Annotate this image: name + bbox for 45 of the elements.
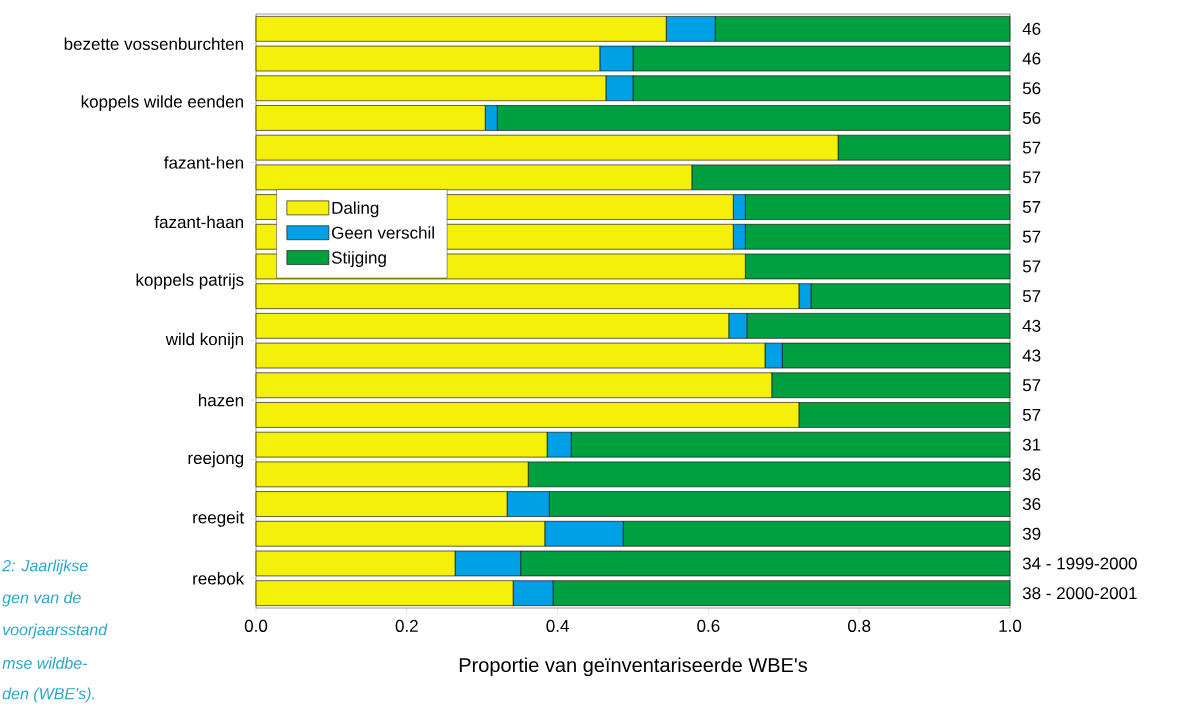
text: gen van de [2, 591, 81, 607]
y-tick-label: hazen [198, 393, 244, 407]
text: 34 - 1999-2000 [1022, 557, 1137, 570]
text: 2: Jaarlijkse [2, 559, 88, 575]
y-tick-label: reejong [188, 451, 244, 468]
legend-label: Geen verschil [332, 226, 434, 239]
y-tick-label: koppels wilde eenden [81, 95, 243, 112]
text: 57 [1022, 171, 1041, 184]
text: 38 - 2000-2001 [1022, 587, 1137, 600]
x-tick-label: 1.0 [999, 619, 1022, 632]
text: den (WBE's). [2, 687, 94, 703]
y-tick-label: fazant-haan [154, 215, 244, 229]
text: voorjaarsstand [3, 623, 108, 639]
x-tick-label: 0.0 [244, 619, 268, 632]
text: 57 [1022, 409, 1041, 421]
text: 31 [1022, 438, 1041, 451]
y-tick-label: koppels patrijs [136, 273, 244, 290]
y-tick-label: bezette vossenburchten [64, 37, 243, 50]
text: 39 [1022, 527, 1041, 540]
text: 43 [1022, 349, 1041, 362]
text: 43 [1022, 319, 1041, 332]
text: 57 [1022, 260, 1041, 273]
x-tick-label: 0.8 [848, 619, 871, 632]
text: 56 [1022, 82, 1041, 95]
text: 57 [1022, 379, 1041, 392]
text: mse wildbe- [2, 657, 88, 669]
text: 57 [1022, 141, 1041, 154]
x-tick-label: 0.2 [395, 619, 418, 632]
text: 57 [1022, 230, 1041, 243]
y-tick-label: reebok [193, 572, 245, 585]
y-tick-label: fazant-hen [164, 156, 244, 169]
x-axis-title: Proportie van geïnventariseerde WBE's [459, 657, 807, 677]
text: 56 [1022, 111, 1041, 124]
text: 46 [1022, 52, 1041, 65]
x-tick-label: 0.6 [697, 619, 720, 632]
legend-label: Stijging [331, 251, 386, 268]
text: 57 [1022, 201, 1041, 213]
y-tick-label: wild konijn [165, 332, 243, 349]
x-tick-label: 0.4 [546, 619, 569, 632]
text: 57 [1022, 290, 1041, 303]
y-tick-label: reegeit [193, 510, 244, 527]
text: 36 [1022, 468, 1041, 481]
legend-label: Daling [332, 201, 379, 218]
text: 46 [1022, 22, 1041, 35]
text: 36 [1022, 498, 1041, 511]
